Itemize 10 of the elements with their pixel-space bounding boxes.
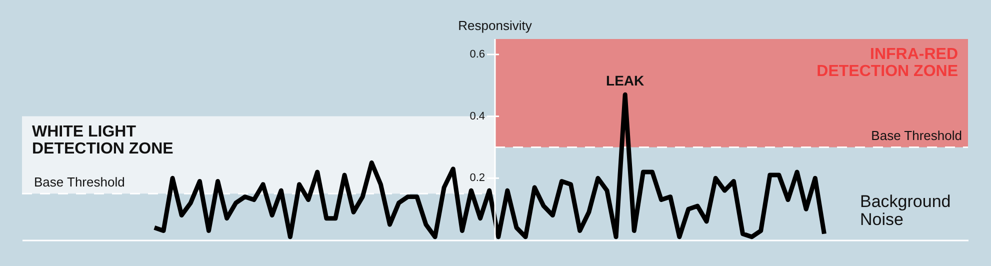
y-axis-title: Responsivity — [458, 18, 532, 33]
annotation: LEAK — [606, 72, 644, 89]
ref-line-label: Base Threshold — [871, 128, 962, 144]
ref-line-label: Base Threshold — [34, 174, 125, 190]
y-tick-label: 0.6 — [470, 48, 485, 60]
band-label: WHITE LIGHT DETECTION ZONE — [32, 123, 174, 158]
text: Background Noise — [860, 192, 951, 229]
y-tick-label: 0.4 — [470, 110, 485, 122]
band-label: INFRA-RED DETECTION ZONE — [816, 46, 958, 80]
y-tick-label: 0.2 — [470, 172, 485, 184]
